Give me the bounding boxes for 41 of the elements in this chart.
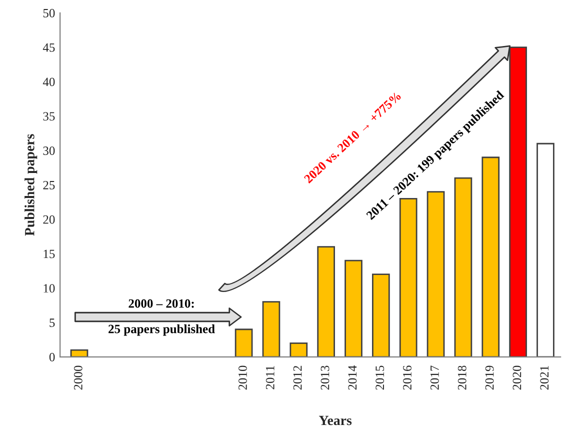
annotation: 2000 – 2010: [128, 299, 194, 308]
bar [372, 274, 390, 357]
y-tick-label: 35 [43, 112, 55, 121]
x-tick-label: 2011 [266, 366, 274, 390]
y-tick-label: 5 [50, 318, 55, 327]
y-tick-label: 45 [42, 43, 55, 52]
bar [399, 198, 418, 357]
y-tick-label: 30 [43, 146, 55, 155]
bar [290, 342, 308, 357]
y-axis-title: Published papers [24, 134, 38, 236]
bar [536, 142, 554, 357]
x-tick-label: 2020 [512, 366, 522, 390]
x-tick-label: 2014 [348, 365, 357, 390]
x-tick-label: 2017 [430, 366, 439, 390]
bar [344, 260, 362, 357]
bar [454, 177, 472, 357]
y-tick-label: 15 [44, 250, 55, 258]
bar [317, 246, 335, 357]
bar [509, 46, 527, 357]
x-tick-label: 2016 [403, 366, 412, 390]
x-tick-label: 2015 [376, 366, 384, 390]
bar [262, 301, 280, 357]
x-tick-label: 2012 [293, 366, 302, 390]
y-tick-label: 0 [49, 352, 55, 362]
x-tick-label: 2010 [238, 366, 247, 390]
y-tick-label: 20 [43, 215, 55, 224]
x-tick-label: 2021 [540, 366, 549, 390]
x-axis-title: Years [318, 416, 352, 426]
bar [482, 156, 500, 357]
x-tick-label: 2018 [458, 366, 466, 390]
bar [70, 349, 88, 357]
annotation: 25 papers published [108, 324, 215, 336]
y-tick-label: 10 [44, 284, 55, 293]
x-tick-label: 2000 [74, 366, 82, 390]
y-tick-label: 40 [42, 78, 55, 86]
x-tick-label: 2019 [485, 366, 494, 390]
x-tick-label: 2013 [320, 366, 330, 390]
y-tick-label: 50 [43, 8, 55, 18]
bar [234, 328, 253, 357]
bar [426, 191, 445, 357]
y-tick-label: 25 [43, 180, 55, 190]
